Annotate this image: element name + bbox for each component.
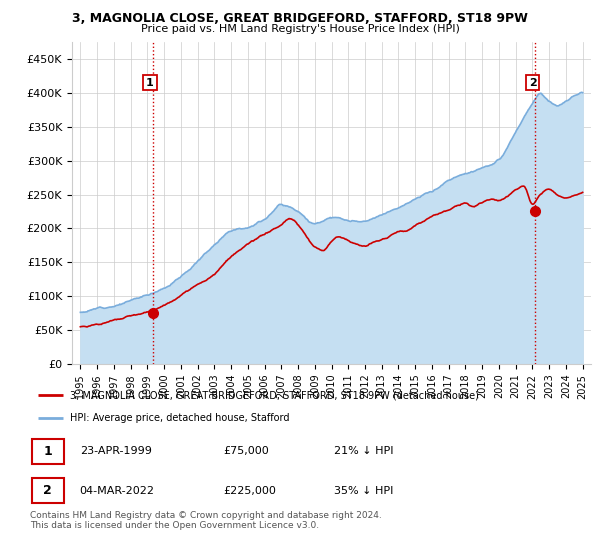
Text: 3, MAGNOLIA CLOSE, GREAT BRIDGEFORD, STAFFORD, ST18 9PW: 3, MAGNOLIA CLOSE, GREAT BRIDGEFORD, STA… bbox=[72, 12, 528, 25]
Text: 21% ↓ HPI: 21% ↓ HPI bbox=[334, 446, 393, 456]
Text: 04-MAR-2022: 04-MAR-2022 bbox=[80, 486, 155, 496]
Text: 35% ↓ HPI: 35% ↓ HPI bbox=[334, 486, 393, 496]
Text: £75,000: £75,000 bbox=[223, 446, 269, 456]
Text: 2: 2 bbox=[529, 78, 536, 88]
FancyBboxPatch shape bbox=[32, 478, 64, 503]
Text: £225,000: £225,000 bbox=[223, 486, 276, 496]
Text: Contains HM Land Registry data © Crown copyright and database right 2024.
This d: Contains HM Land Registry data © Crown c… bbox=[30, 511, 382, 530]
FancyBboxPatch shape bbox=[32, 438, 64, 464]
Text: HPI: Average price, detached house, Stafford: HPI: Average price, detached house, Staf… bbox=[70, 413, 289, 423]
Text: 3, MAGNOLIA CLOSE, GREAT BRIDGEFORD, STAFFORD, ST18 9PW (detached house): 3, MAGNOLIA CLOSE, GREAT BRIDGEFORD, STA… bbox=[70, 390, 479, 400]
Text: Price paid vs. HM Land Registry's House Price Index (HPI): Price paid vs. HM Land Registry's House … bbox=[140, 24, 460, 34]
Text: 1: 1 bbox=[146, 78, 154, 88]
Text: 2: 2 bbox=[43, 484, 52, 497]
Text: 23-APR-1999: 23-APR-1999 bbox=[80, 446, 152, 456]
Text: 1: 1 bbox=[43, 445, 52, 458]
